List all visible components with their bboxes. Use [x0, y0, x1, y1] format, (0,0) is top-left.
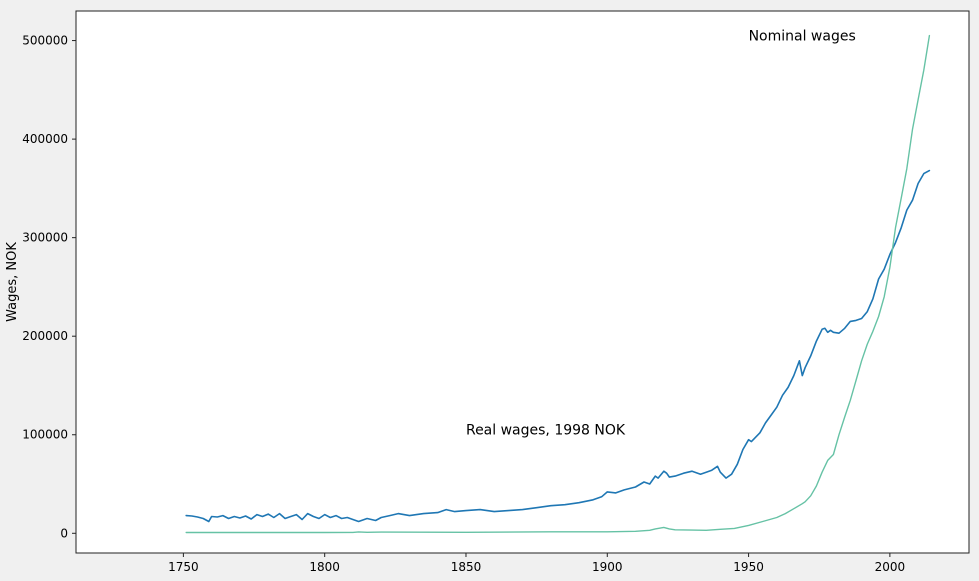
real-wages-line	[185, 169, 931, 523]
y-tick-label: 400000	[22, 132, 68, 146]
y-tick-label: 300000	[22, 231, 68, 245]
x-tick-label: 1750	[168, 560, 199, 574]
y-tick-label: 500000	[22, 34, 68, 48]
series-layer	[185, 34, 931, 534]
x-tick-label: 1850	[451, 560, 482, 574]
y-axis-label: Wages, NOK	[5, 242, 20, 322]
y-tick-label: 200000	[22, 329, 68, 343]
chart-annotation: Nominal wages	[749, 29, 856, 45]
x-tick-label: 1950	[733, 560, 764, 574]
axes-layer: 1750 1800 1850 1900 1950 2000 0 100000 200000 300…	[22, 34, 905, 574]
nominal-wages-line	[185, 34, 931, 534]
y-tick-label: 0	[60, 526, 68, 540]
y-tick-label: 100000	[22, 428, 68, 442]
x-tick-label: 1800	[309, 560, 340, 574]
x-tick-label: 1900	[592, 560, 623, 574]
x-tick-label: 2000	[875, 560, 906, 574]
plot-area	[75, 10, 970, 554]
chart-annotation: Real wages, 1998 NOK	[466, 423, 626, 439]
annotation-layer: Nominal wages Real wages, 1998 NOK	[466, 29, 856, 439]
